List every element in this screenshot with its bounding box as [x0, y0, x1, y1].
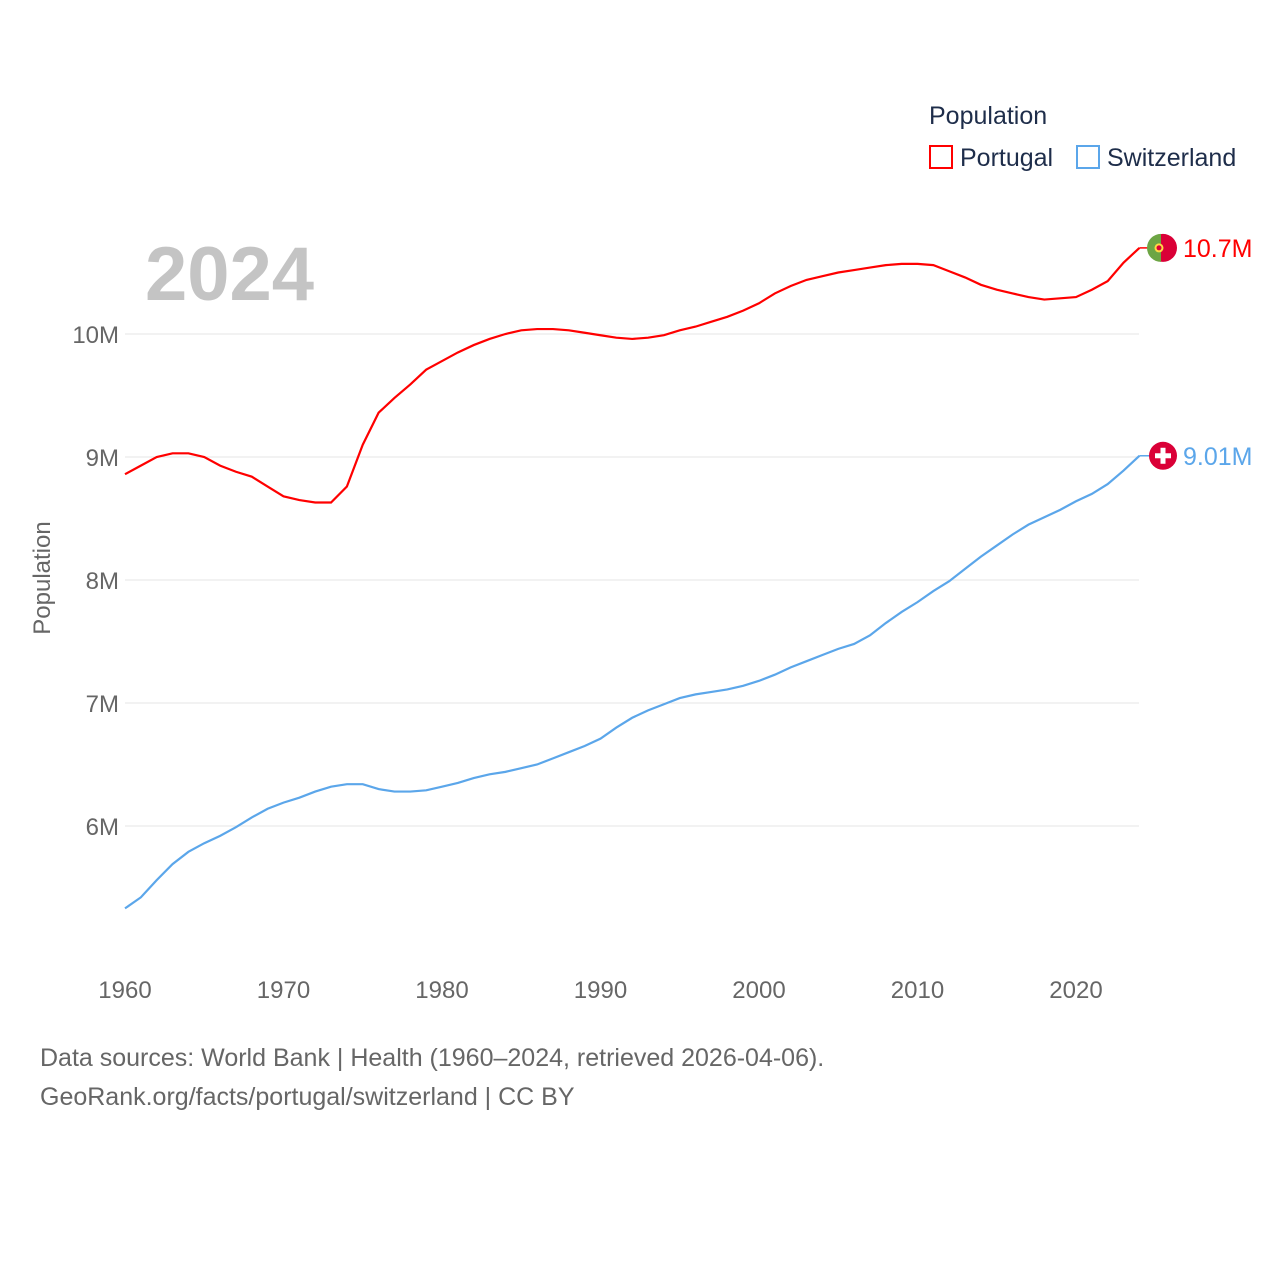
x-tick-label: 1990 — [574, 977, 627, 1004]
end-value-label: 10.7M — [1183, 235, 1252, 263]
year-watermark: 2024 — [145, 232, 314, 317]
series-line-switzerland — [124, 454, 1141, 910]
y-tick-label: 9M — [86, 445, 119, 472]
x-tick-label: 1970 — [257, 977, 310, 1004]
x-tick-label: 1960 — [98, 977, 151, 1004]
legend-item-portugal[interactable]: Portugal — [929, 144, 1053, 172]
legend-title: Population — [929, 102, 1047, 130]
y-axis-label: Population — [29, 521, 56, 634]
x-tick-label: 1980 — [415, 977, 468, 1004]
y-tick-label: 10M — [72, 322, 119, 349]
legend-swatch — [929, 145, 953, 169]
end-value-label: 9.01M — [1183, 443, 1252, 471]
series-line-portugal — [124, 247, 1141, 504]
switzerland-flag-icon — [1149, 441, 1177, 470]
legend-item-switzerland[interactable]: Switzerland — [1076, 144, 1236, 172]
y-tick-label: 6M — [86, 814, 119, 841]
x-tick-label: 2010 — [891, 977, 944, 1004]
legend-swatch — [1076, 145, 1100, 169]
portugal-flag-icon — [1147, 233, 1177, 262]
y-tick-label: 8M — [86, 568, 119, 595]
y-tick-label: 7M — [86, 691, 119, 718]
legend-label: Portugal — [960, 144, 1053, 172]
legend-label: Switzerland — [1107, 144, 1236, 172]
footer-link[interactable]: GeoRank.org/facts/portugal/switzerland |… — [40, 1083, 575, 1111]
x-tick-label: 2020 — [1049, 977, 1102, 1004]
footer-sources: Data sources: World Bank | Health (1960–… — [40, 1044, 825, 1072]
x-tick-label: 2000 — [732, 977, 785, 1004]
